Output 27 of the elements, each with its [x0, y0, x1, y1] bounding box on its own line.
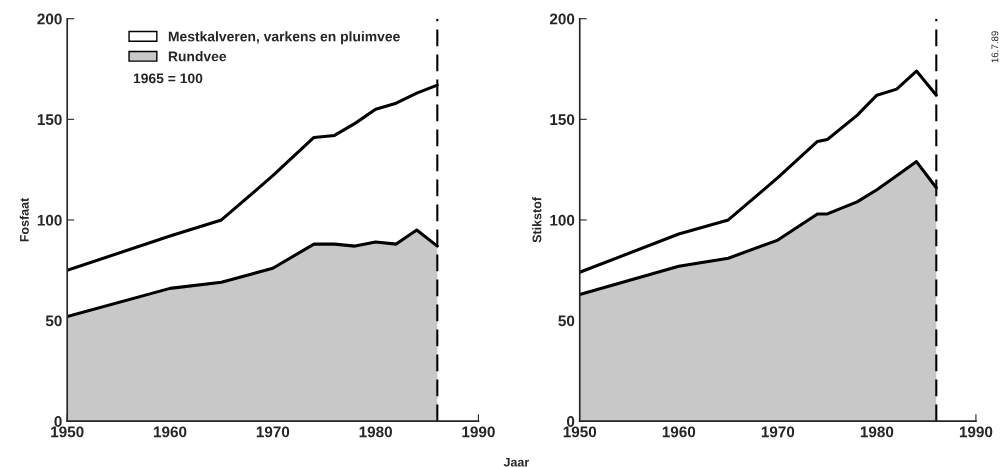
text: 16.7.89 — [991, 31, 999, 63]
x-tick-label: 1950 — [51, 426, 84, 438]
x-tick-label: 1980 — [860, 426, 894, 438]
y-tick-label: 200 — [37, 13, 62, 25]
y-axis-title: Stikstof — [532, 197, 542, 243]
legend-label: Rundvee — [168, 51, 227, 62]
y-tick-label: 200 — [549, 13, 575, 25]
x-tick-label: 1970 — [761, 426, 795, 438]
y-tick-label: 150 — [37, 114, 62, 126]
legend-label: Mestkalveren, varkens en pluimvee — [168, 31, 400, 45]
y-axis-title: Fosfaat — [19, 197, 29, 242]
x-tick-label: 1990 — [959, 426, 993, 438]
x-axis-title: Jaar — [503, 457, 530, 467]
y-tick-label: 50 — [558, 315, 575, 327]
x-tick-label: 1980 — [359, 426, 392, 438]
y-tick-label: 50 — [45, 315, 62, 327]
y-tick-label: 150 — [550, 114, 575, 126]
annotation: 1965 = 100 — [133, 73, 203, 84]
x-tick-label: 1960 — [153, 426, 187, 438]
x-tick-label: 1960 — [662, 426, 696, 438]
x-tick-label: 1970 — [256, 426, 290, 438]
x-tick-label: 1950 — [563, 426, 597, 438]
y-tick-label: 100 — [37, 214, 62, 226]
x-tick-label: 1990 — [462, 426, 495, 438]
y-tick-label: 100 — [550, 214, 575, 226]
y-tick-label: 0 — [54, 416, 62, 427]
y-tick-label: 0 — [566, 416, 575, 427]
